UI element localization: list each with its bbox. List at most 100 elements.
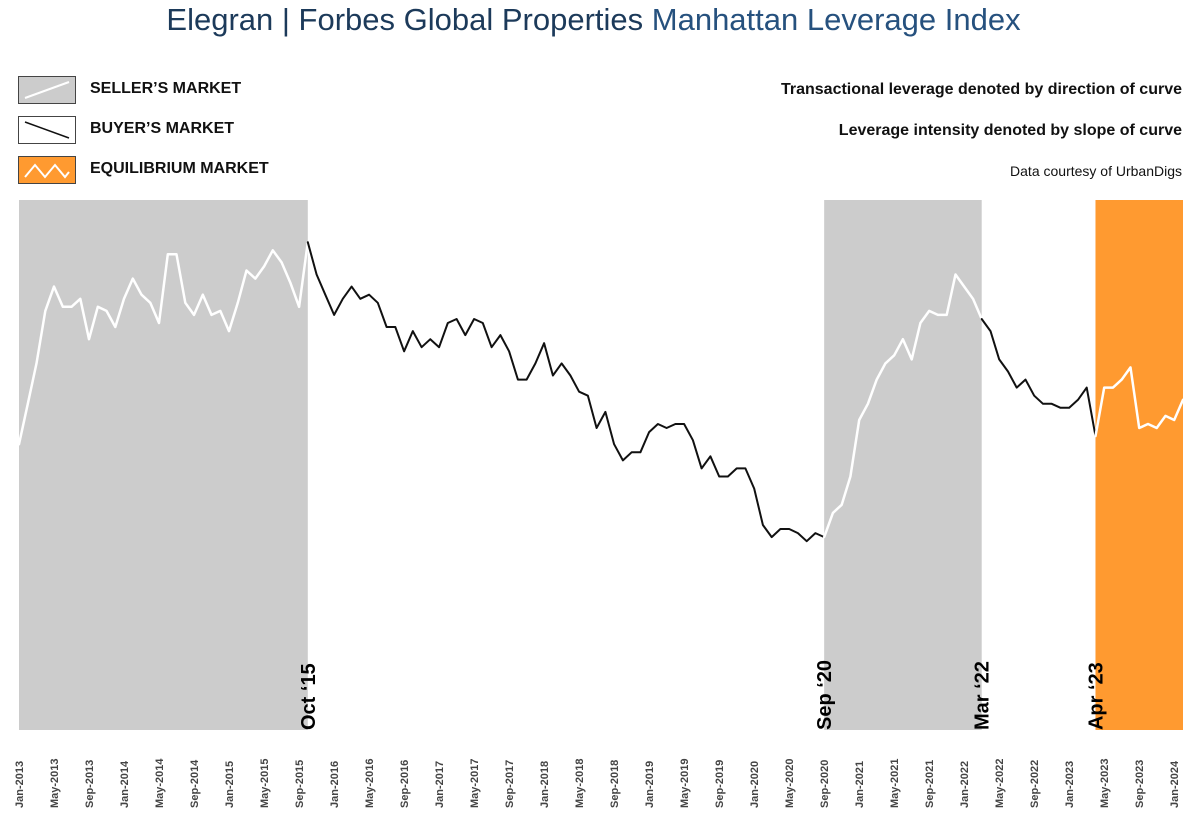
data-point [796, 531, 800, 535]
data-point [122, 297, 126, 301]
data-point [113, 325, 117, 329]
data-point [918, 321, 922, 325]
data-point [183, 301, 187, 305]
data-point [341, 297, 345, 301]
data-point [971, 297, 975, 301]
data-point [402, 349, 406, 353]
regime-band-seller-2 [824, 200, 982, 730]
x-tick-label: Sep-2021 [924, 760, 936, 808]
data-point [1094, 434, 1098, 438]
series-line-buyer-3 [980, 318, 1097, 438]
note-source: Data courtesy of UrbanDigs [1010, 163, 1182, 179]
data-point [507, 349, 511, 353]
chart-title-index: Manhattan Leverage Index [651, 2, 1021, 37]
legend-label-equilibrium: EQUILIBRIUM MARKET [90, 160, 269, 177]
data-point [875, 378, 879, 382]
data-point [1032, 394, 1036, 398]
x-tick-label: May-2016 [364, 758, 376, 808]
x-tick-label: Jan-2022 [959, 761, 971, 808]
data-point [577, 390, 581, 394]
data-point [901, 337, 905, 341]
data-point [656, 422, 660, 426]
data-point [787, 527, 791, 531]
legend-swatch-equilibrium [18, 156, 76, 184]
data-point [1015, 386, 1019, 390]
data-point [1076, 398, 1080, 402]
data-point [603, 410, 607, 414]
data-point [253, 277, 257, 281]
data-point [770, 535, 774, 539]
data-point [428, 337, 432, 341]
x-tick-label: Jan-2018 [539, 761, 551, 808]
data-point [358, 297, 362, 301]
data-point [166, 252, 170, 256]
x-tick-label: Sep-2022 [1029, 760, 1041, 808]
data-point [1120, 378, 1124, 382]
data-point [140, 293, 144, 297]
data-point [866, 402, 870, 406]
data-point [630, 450, 634, 454]
data-point [17, 442, 21, 446]
data-point [262, 264, 266, 268]
series-line-buyer-1 [306, 241, 826, 543]
data-point [980, 317, 984, 321]
x-tick-label: Jan-2023 [1064, 761, 1076, 808]
data-point [227, 329, 231, 333]
data-point [761, 523, 765, 527]
data-point [962, 285, 966, 289]
data-point [315, 273, 319, 277]
legend-swatch-seller [18, 76, 76, 104]
data-point [306, 240, 310, 244]
note-direction: Transactional leverage denoted by direct… [780, 81, 1182, 98]
x-tick-label: Sep-2014 [189, 759, 201, 808]
data-point [1164, 414, 1168, 418]
data-point [954, 273, 958, 277]
data-point [411, 329, 415, 333]
x-tick-label: May-2014 [154, 758, 166, 808]
data-point [647, 430, 651, 434]
data-point [323, 293, 327, 297]
data-point [175, 252, 179, 256]
data-point [1041, 402, 1045, 406]
data-point [857, 418, 861, 422]
data-point [595, 426, 599, 430]
data-point [498, 333, 502, 337]
data-point [236, 301, 240, 305]
data-point [673, 422, 677, 426]
data-point [61, 305, 65, 309]
data-point [201, 293, 205, 297]
x-tick-label: Jan-2020 [749, 761, 761, 808]
x-tick-label: May-2017 [469, 758, 481, 808]
data-point [1137, 426, 1141, 430]
data-point [420, 345, 424, 349]
series-line-seller-0 [17, 240, 310, 446]
data-point [157, 321, 161, 325]
data-point [1181, 398, 1185, 402]
data-point [883, 361, 887, 365]
x-tick-label: Jan-2016 [329, 761, 341, 808]
data-point [743, 466, 747, 470]
x-tick-label: May-2023 [1099, 758, 1111, 808]
data-point [437, 345, 441, 349]
data-point [1102, 386, 1106, 390]
data-point [96, 305, 100, 309]
data-point [271, 248, 275, 252]
data-point [393, 325, 397, 329]
data-point [192, 313, 196, 317]
data-point [533, 361, 537, 365]
data-point [551, 374, 555, 378]
data-point [752, 487, 756, 491]
data-point [210, 313, 214, 317]
data-point [665, 426, 669, 430]
data-point [822, 535, 826, 539]
data-point [813, 531, 817, 535]
data-point [148, 301, 152, 305]
data-point [1155, 426, 1159, 430]
data-point [691, 438, 695, 442]
regime-band-equilibrium-4 [1095, 200, 1183, 730]
data-point [778, 527, 782, 531]
x-tick-label: Sep-2019 [714, 760, 726, 808]
data-point [70, 305, 74, 309]
data-point [455, 317, 459, 321]
x-tick-label: Sep-2018 [609, 760, 621, 808]
